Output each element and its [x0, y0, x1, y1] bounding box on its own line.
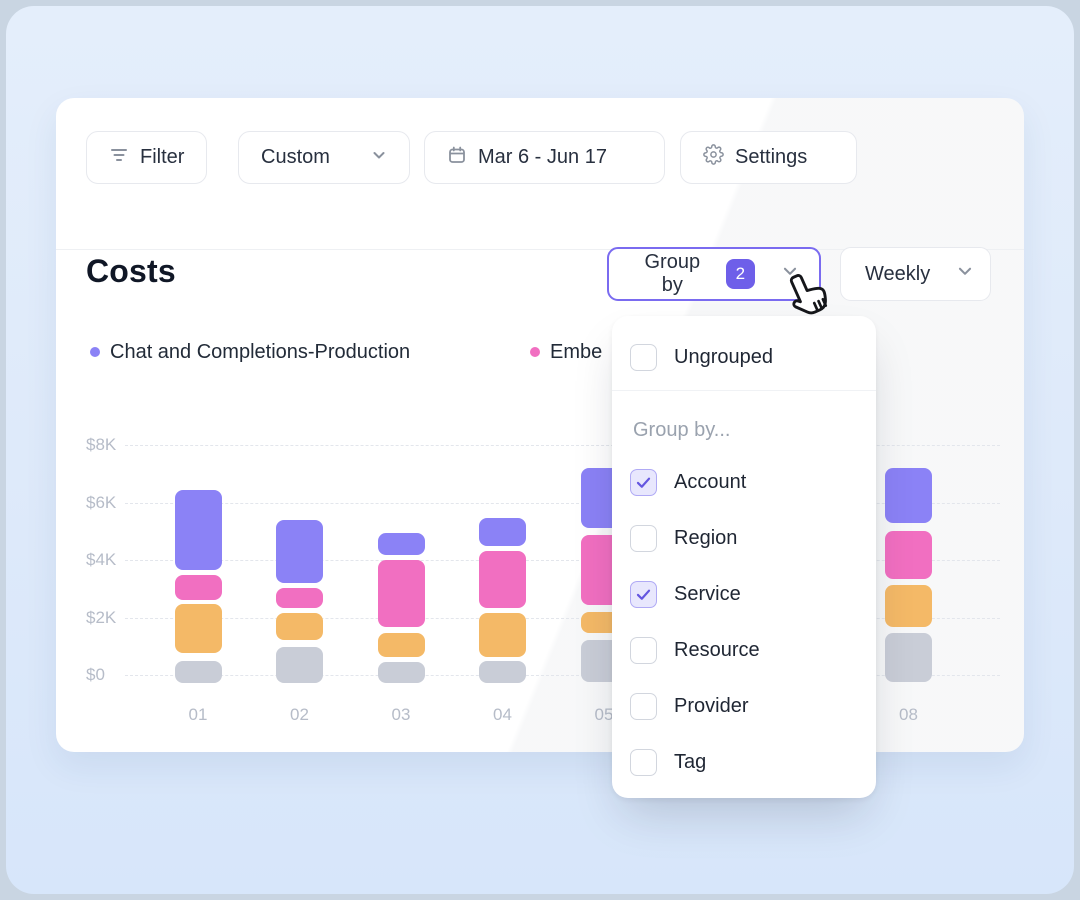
x-axis-tick-label: 04 [493, 705, 512, 724]
period-select[interactable]: Weekly [840, 247, 991, 301]
bar-02-segment-orange[interactable] [276, 612, 323, 640]
x-axis-tick-label: 01 [188, 705, 208, 724]
settings-label: Settings [735, 146, 808, 168]
chevron-down-icon [781, 262, 799, 286]
legend-item[interactable]: Chat and Completions-Production [90, 338, 410, 366]
group-by-dropdown-menu: Ungrouped Group by... Account Region Servi… [612, 316, 876, 798]
bar-08-segment-pink[interactable] [885, 530, 932, 579]
bar-02-segment-pink[interactable] [276, 587, 323, 608]
bar-03-segment-gray[interactable] [377, 662, 425, 684]
bar-08-segment-gray[interactable] [885, 633, 932, 682]
menu-item-service[interactable]: Service [630, 574, 862, 614]
menu-item-region[interactable]: Region [630, 518, 862, 558]
menu-divider [612, 390, 876, 391]
custom-select[interactable]: Custom [238, 131, 410, 184]
bar-08-segment-purple[interactable] [885, 468, 932, 523]
bar-04-segment-purple[interactable] [479, 518, 526, 546]
legend-item[interactable]: Embe [530, 338, 602, 366]
gear-icon [703, 144, 724, 171]
checkbox-checked[interactable] [630, 580, 657, 608]
gridline [125, 560, 1000, 561]
menu-item-ungrouped[interactable]: Ungrouped [630, 337, 862, 377]
bar-04-segment-pink[interactable] [479, 551, 526, 608]
menu-item-resource[interactable]: Resource [630, 630, 862, 670]
x-axis-tick-label: 03 [391, 705, 411, 724]
bar-01-segment-orange[interactable] [174, 603, 222, 653]
menu-item-label: Resource [674, 638, 760, 661]
gridline [125, 502, 1000, 504]
page-title: Costs [86, 253, 176, 289]
costs-stacked-bar-chart: $0$2K$4K$6K$8K0102030405060708 [56, 98, 1024, 752]
group-by-button[interactable]: Group by 2 [607, 247, 821, 301]
calendar-icon [447, 145, 467, 171]
bar-01-segment-purple[interactable] [174, 490, 222, 571]
bar-01-segment-gray[interactable] [174, 660, 222, 684]
checkbox[interactable] [630, 524, 657, 552]
menu-section-label: Group by... [633, 418, 731, 441]
filter-button[interactable]: Filter [86, 131, 208, 184]
filter-icon [109, 145, 129, 171]
bar-04-segment-orange[interactable] [479, 612, 526, 657]
bar-03-segment-pink[interactable] [377, 560, 425, 627]
x-axis-tick-label: 08 [899, 705, 918, 724]
menu-item-label: Provider [674, 694, 749, 717]
date-range-label: Mar 6 - Jun 17 [478, 146, 607, 168]
chevron-down-icon [371, 146, 387, 169]
menu-item-label: Tag [674, 750, 707, 773]
costs-card: Filter Custom [56, 98, 1024, 752]
settings-button[interactable]: Settings [680, 131, 857, 184]
checkbox-checked[interactable] [630, 468, 657, 496]
toolbar-divider [56, 249, 1024, 250]
y-axis-tick-label: $0 [86, 665, 105, 684]
bar-03-segment-purple[interactable] [377, 532, 425, 556]
group-by-label: Group by [644, 251, 701, 296]
bar-01-segment-pink[interactable] [174, 574, 222, 600]
checkbox[interactable] [630, 692, 657, 720]
legend-dot [530, 347, 540, 357]
menu-item-account[interactable]: Account [630, 462, 862, 502]
menu-item-tag[interactable]: Tag [630, 742, 862, 782]
y-axis-tick-label: $8K [86, 435, 117, 454]
bar-02-segment-gray[interactable] [276, 647, 323, 684]
menu-item-label: Service [674, 582, 741, 605]
hand-cursor-icon [774, 258, 845, 329]
menu-item-label: Account [674, 470, 747, 493]
gridline [125, 445, 1000, 446]
group-by-count-badge: 2 [725, 259, 755, 289]
x-axis-tick-label: 05 [594, 705, 614, 724]
y-axis-tick-label: $6K [86, 492, 117, 512]
menu-item-label: Ungrouped [674, 345, 773, 368]
bar-02-segment-purple[interactable] [276, 520, 323, 583]
legend-label: Embe [550, 340, 603, 363]
legend-dot [90, 347, 100, 357]
toolbar: Filter Custom [56, 131, 1024, 250]
y-axis-tick-label: $2K [86, 607, 117, 627]
chevron-down-icon [956, 262, 974, 286]
checkbox[interactable] [630, 343, 657, 371]
y-axis-tick-label: $4K [86, 550, 117, 569]
bar-08-segment-orange[interactable] [885, 585, 932, 627]
checkbox[interactable] [630, 748, 657, 776]
date-range-button[interactable]: Mar 6 - Jun 17 [424, 131, 665, 184]
period-label: Weekly [865, 262, 931, 285]
bar-04-segment-gray[interactable] [479, 660, 526, 684]
filter-label: Filter [140, 146, 185, 168]
x-axis-tick-label: 02 [290, 705, 309, 724]
menu-item-label: Region [674, 526, 738, 549]
menu-item-provider[interactable]: Provider [630, 686, 862, 726]
bar-03-segment-orange[interactable] [377, 633, 425, 657]
gridline [125, 617, 1000, 619]
checkbox[interactable] [630, 636, 657, 664]
custom-label: Custom [261, 146, 330, 168]
gridline [125, 675, 1000, 676]
legend-label: Chat and Completions-Production [110, 340, 411, 363]
